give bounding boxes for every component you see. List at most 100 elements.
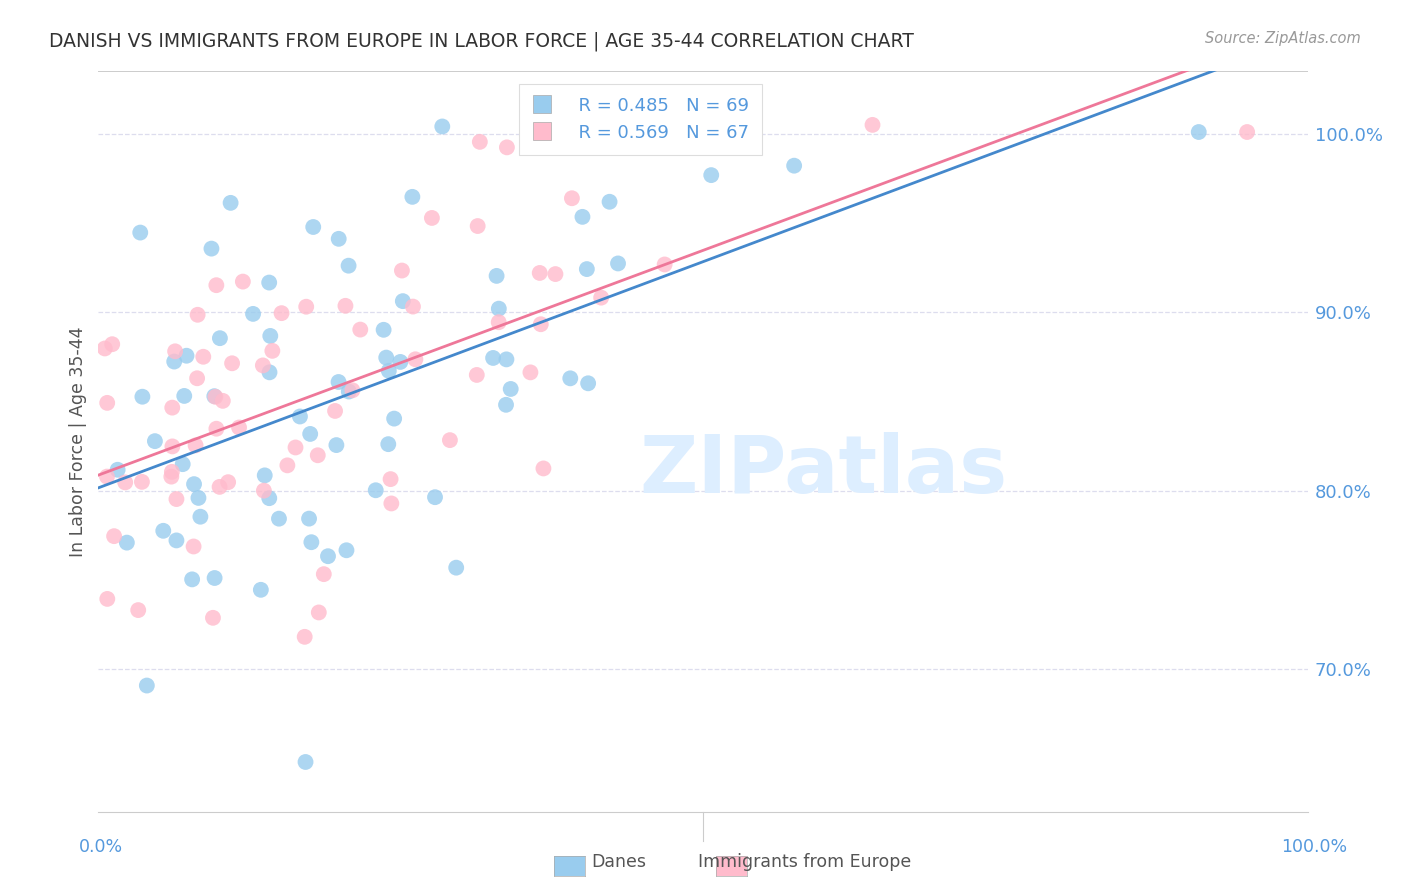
Point: [200, 242, 222, 256]
Point: [298, 511, 321, 525]
Point: [299, 535, 322, 549]
Point: [380, 496, 402, 510]
Point: [187, 308, 209, 322]
Text: 0.0%: 0.0%: [79, 838, 124, 855]
Point: [173, 389, 195, 403]
Point: [242, 307, 264, 321]
Point: [201, 611, 224, 625]
Point: [294, 630, 316, 644]
Point: [190, 509, 212, 524]
Point: [389, 355, 412, 369]
Point: [183, 477, 205, 491]
Point: [654, 257, 676, 271]
Point: [307, 448, 329, 462]
Point: [402, 300, 425, 314]
Point: [165, 492, 187, 507]
Point: [262, 343, 284, 358]
Point: [184, 438, 207, 452]
Point: [444, 560, 467, 574]
Point: [533, 461, 555, 475]
Point: [252, 359, 274, 373]
Point: [208, 331, 231, 345]
Point: [259, 329, 281, 343]
Point: [375, 351, 398, 365]
Point: [202, 389, 225, 403]
Point: [783, 159, 806, 173]
Point: [135, 679, 157, 693]
Point: [591, 291, 613, 305]
Point: [295, 300, 318, 314]
Y-axis label: In Labor Force | Age 35-44: In Labor Force | Age 35-44: [69, 326, 87, 557]
Point: [181, 573, 204, 587]
Point: [127, 603, 149, 617]
Point: [162, 401, 184, 415]
Point: [308, 606, 330, 620]
Point: [468, 135, 491, 149]
Point: [205, 278, 228, 293]
Point: [316, 549, 339, 564]
Point: [325, 438, 347, 452]
Point: [382, 411, 405, 425]
Point: [253, 483, 276, 498]
Point: [862, 118, 884, 132]
Point: [373, 323, 395, 337]
Point: [204, 571, 226, 585]
Point: [337, 259, 360, 273]
Point: [94, 342, 117, 356]
Point: [312, 567, 335, 582]
Point: [467, 219, 489, 233]
Point: [561, 191, 583, 205]
Point: [700, 168, 723, 182]
Point: [114, 475, 136, 490]
Point: [172, 457, 194, 471]
Point: [335, 299, 357, 313]
Point: [342, 384, 364, 398]
Point: [575, 262, 598, 277]
Point: [392, 294, 415, 309]
Point: [432, 120, 454, 134]
Point: [219, 195, 242, 210]
Point: [495, 352, 517, 367]
Point: [259, 491, 281, 505]
Point: [96, 469, 118, 483]
Point: [302, 219, 325, 234]
Point: [349, 322, 371, 336]
Point: [96, 591, 118, 606]
Point: [193, 350, 215, 364]
Point: [284, 441, 307, 455]
Point: [328, 232, 350, 246]
Point: [187, 491, 209, 505]
Point: [211, 393, 233, 408]
Point: [228, 420, 250, 434]
Point: [530, 317, 553, 331]
Point: [143, 434, 166, 449]
Text: DANISH VS IMMIGRANTS FROM EUROPE IN LABOR FORCE | AGE 35-44 CORRELATION CHART: DANISH VS IMMIGRANTS FROM EUROPE IN LABO…: [49, 31, 914, 51]
Point: [380, 472, 402, 486]
Point: [259, 365, 281, 379]
Legend:   R = 0.485   N = 69,   R = 0.569   N = 67: R = 0.485 N = 69, R = 0.569 N = 67: [519, 84, 762, 155]
Point: [270, 306, 292, 320]
Point: [404, 352, 426, 367]
Text: Danes: Danes: [591, 853, 647, 871]
Text: Immigrants from Europe: Immigrants from Europe: [697, 853, 911, 871]
Point: [221, 356, 243, 370]
Point: [335, 543, 357, 558]
Point: [250, 582, 273, 597]
Point: [323, 404, 346, 418]
Point: [208, 480, 231, 494]
Point: [257, 276, 280, 290]
Point: [496, 140, 519, 154]
Point: [560, 371, 582, 385]
Point: [101, 337, 124, 351]
Point: [160, 469, 183, 483]
Point: [576, 376, 599, 391]
Point: [294, 755, 316, 769]
Point: [488, 315, 510, 329]
Point: [377, 437, 399, 451]
Point: [288, 409, 311, 424]
Point: [267, 511, 290, 525]
Point: [378, 364, 401, 378]
Point: [482, 351, 505, 365]
Point: [529, 266, 551, 280]
Point: [328, 375, 350, 389]
